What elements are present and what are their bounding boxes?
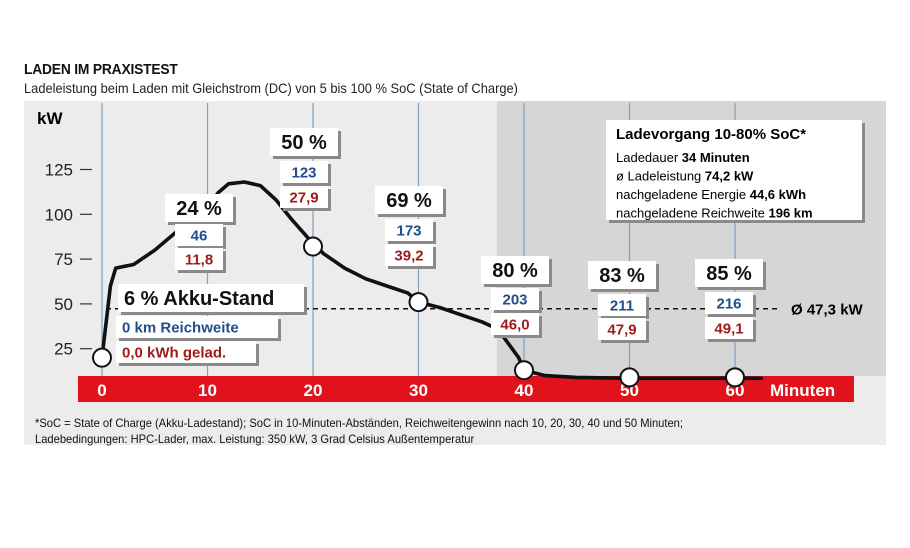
range-label: 173 <box>396 222 421 239</box>
soc-label: 83 % <box>599 265 645 287</box>
range-label: 216 <box>716 295 741 312</box>
energy-label: 11,8 <box>185 251 213 268</box>
soc-label-box <box>375 186 443 214</box>
soc-label: 80 % <box>492 260 538 282</box>
info-box-title: Ladevorgang 10-80% SoC* <box>616 126 806 143</box>
info-box <box>606 120 862 220</box>
energy-label: 39,2 <box>394 247 423 264</box>
range-label: 211 <box>610 297 634 314</box>
soc-label-box <box>588 261 656 289</box>
x-axis-bar <box>78 376 854 402</box>
energy-label-box <box>491 313 539 335</box>
soc-label-box <box>695 259 763 287</box>
x-tick-label: 10 <box>198 381 217 400</box>
soc-label-start: 6 % Akku-Stand <box>124 288 274 310</box>
soc-label-box <box>481 256 549 284</box>
energy-label: 46,0 <box>500 316 529 333</box>
soc-marker-point <box>408 292 429 313</box>
y-tick-label: 100 <box>45 205 73 224</box>
y-tick-label: 125 <box>45 161 73 180</box>
y-axis-label: kW <box>37 109 63 128</box>
y-tick-label: 75 <box>54 250 73 269</box>
x-tick-label: 0 <box>97 381 106 400</box>
soc-label: 69 % <box>386 190 432 212</box>
info-box-row: nachgeladene Reichweite 196 km <box>616 206 813 221</box>
energy-label-box <box>280 186 328 208</box>
info-box-row: Ladedauer 34 Minuten <box>616 150 750 165</box>
x-tick-label: 30 <box>409 381 428 400</box>
soc-label-start-box <box>118 284 304 312</box>
soc-marker-point <box>303 236 323 257</box>
x-tick-label: 20 <box>304 381 323 400</box>
energy-label-start-box <box>116 341 256 363</box>
range-label-box <box>705 292 753 314</box>
info-box-row: nachgeladene Energie 44,6 kWh <box>616 187 806 202</box>
chart-title: LADEN IM PRAXISTEST <box>24 61 178 78</box>
energy-label-box <box>385 244 433 266</box>
range-label-box <box>385 219 433 241</box>
footnote-line-1: *SoC = State of Charge (Akku-Ladestand);… <box>35 416 684 430</box>
range-label: 203 <box>502 291 527 308</box>
range-label-box <box>280 161 328 183</box>
range-label-start: 0 km Reichweite <box>122 319 239 336</box>
footnote-line-2: Ladebedingungen: HPC-Lader, max. Leistun… <box>35 432 475 446</box>
x-axis-label: Minuten <box>770 381 835 400</box>
info-box-row: ø Ladeleistung 74,2 kW <box>616 169 754 184</box>
energy-label: 47,9 <box>607 321 636 338</box>
range-label-box <box>175 224 223 246</box>
x-tick-label: 40 <box>515 381 534 400</box>
soc-label-box <box>165 194 233 222</box>
energy-label-start: 0,0 kWh gelad. <box>122 344 226 361</box>
chart-subtitle: Ladeleistung beim Laden mit Gleichstrom … <box>24 80 518 96</box>
soc-marker-point <box>619 367 640 388</box>
average-power-label: Ø 47,3 kW <box>791 302 864 319</box>
soc-label: 85 % <box>706 263 752 285</box>
soc-label-box <box>270 128 338 156</box>
range-label-start-box <box>116 316 278 338</box>
energy-label-box <box>705 317 753 339</box>
range-label-box <box>598 294 646 316</box>
y-tick-label: 25 <box>54 340 73 359</box>
soc-label: 24 % <box>176 198 222 220</box>
soc-label: 50 % <box>281 132 327 154</box>
range-label-box <box>491 288 539 310</box>
range-label: 46 <box>191 227 208 244</box>
y-tick-label: 50 <box>54 295 73 314</box>
energy-label-box <box>175 248 223 270</box>
energy-label: 49,1 <box>714 320 743 337</box>
energy-label-box <box>598 318 646 340</box>
energy-label: 27,9 <box>289 189 318 206</box>
soc-marker-point <box>514 360 534 381</box>
soc-marker-point <box>92 347 112 368</box>
range-label: 123 <box>291 164 316 181</box>
soc-marker-point <box>725 367 745 388</box>
